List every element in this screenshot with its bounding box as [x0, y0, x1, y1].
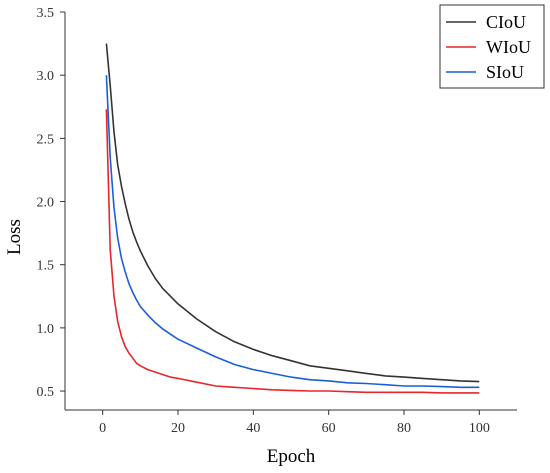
series-line-siou: [105, 75, 480, 389]
x-tick-label: 20: [171, 421, 185, 436]
y-axis-title: Loss: [4, 219, 25, 255]
x-tick-label: 0: [99, 421, 106, 436]
y-tick-label: 0.5: [37, 385, 55, 400]
legend-label-ciou: CIoU: [486, 12, 526, 32]
x-axis-title: Epoch: [267, 446, 316, 467]
legend-label-wiou: WIoU: [486, 37, 531, 57]
x-tick-label: 60: [322, 421, 336, 436]
y-tick-label: 1.5: [37, 259, 55, 274]
plot-frame: [64, 12, 517, 411]
series-line-ciou: [105, 43, 480, 383]
legend-box: [439, 4, 545, 89]
y-tick-label: 3.5: [37, 6, 55, 21]
series-layer: [105, 43, 480, 394]
tick-layer: 0 20 40 60 80 100 0.5 1.0 1.5 2.0 2.5 3.0 3.5: [37, 6, 490, 436]
legend: CIoU WIoU SIoU: [439, 4, 545, 89]
x-tick-label: 40: [246, 421, 260, 436]
y-tick-label: 1.0: [37, 322, 55, 337]
y-tick-label: 2.0: [37, 196, 55, 211]
x-tick-label: 80: [397, 421, 411, 436]
x-tick-label: 100: [469, 421, 490, 436]
y-tick-label: 2.5: [37, 132, 55, 147]
y-tick-label: 3.0: [37, 69, 55, 84]
legend-label-siou: SIoU: [486, 62, 524, 82]
series-line-wiou: [105, 109, 480, 394]
